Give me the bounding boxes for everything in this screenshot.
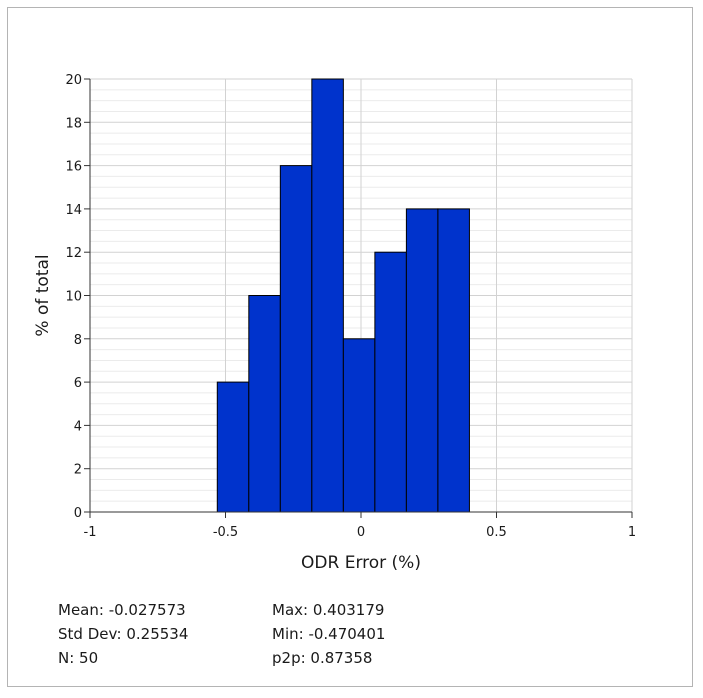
y-axis-title: % of total xyxy=(33,254,53,336)
ticks: 0 2 4 6 8 10 12 14 16 18 20 -1 -0.5 0 0.5 1 xyxy=(65,73,636,540)
stat-min: Min: -0.470401 xyxy=(272,625,386,643)
histogram-bar-6 xyxy=(374,251,407,513)
x-tick-label: -1 xyxy=(84,525,97,540)
y-tick-label: 20 xyxy=(65,73,82,88)
y-tick-label: 16 xyxy=(65,160,82,175)
x-axis-title: ODR Error (%) xyxy=(301,553,421,573)
y-tick-label: 0 xyxy=(74,506,82,521)
x-tick-label: 1 xyxy=(628,525,636,540)
histogram-bar-1 xyxy=(216,381,250,513)
x-tick-label: -0.5 xyxy=(213,525,238,540)
y-tick-label: 8 xyxy=(74,333,82,348)
histogram-bar-2 xyxy=(248,295,281,513)
stat-p2p: p2p: 0.87358 xyxy=(272,649,373,667)
y-tick-label: 14 xyxy=(65,203,82,218)
histogram-bar-4 xyxy=(311,78,344,513)
y-tick-label: 4 xyxy=(74,419,82,434)
histogram-bar-7 xyxy=(405,208,439,513)
stat-std-dev: Std Dev: 0.25534 xyxy=(58,625,189,643)
stats-column-right: Max: 0.403179 Min: -0.470401 p2p: 0.8735… xyxy=(272,598,385,670)
histogram-bar-5 xyxy=(342,338,376,513)
stat-max: Max: 0.403179 xyxy=(272,601,385,619)
histogram-bar-3 xyxy=(279,165,313,513)
y-tick-label: 12 xyxy=(65,246,82,261)
stats-column-left: Mean: -0.027573 Std Dev: 0.25534 N: 50 xyxy=(58,598,188,670)
histogram-chart: 0 2 4 6 8 10 12 14 16 18 20 -1 -0.5 0 0.5 1 ODR Error (… xyxy=(33,73,636,573)
histogram-bar-8 xyxy=(437,208,470,513)
chart-panel: 0 2 4 6 8 10 12 14 16 18 20 -1 -0.5 0 0.5 1 ODR Error (… xyxy=(7,7,693,687)
y-tick-label: 18 xyxy=(65,116,82,131)
y-tick-label: 2 xyxy=(74,463,82,478)
bars xyxy=(216,78,470,513)
y-tick-label: 10 xyxy=(65,290,82,305)
stat-mean: Mean: -0.027573 xyxy=(58,601,186,619)
x-tick-label: 0 xyxy=(357,525,365,540)
x-tick-label: 0.5 xyxy=(486,525,507,540)
stat-n: N: 50 xyxy=(58,649,99,667)
y-tick-label: 6 xyxy=(74,376,82,391)
